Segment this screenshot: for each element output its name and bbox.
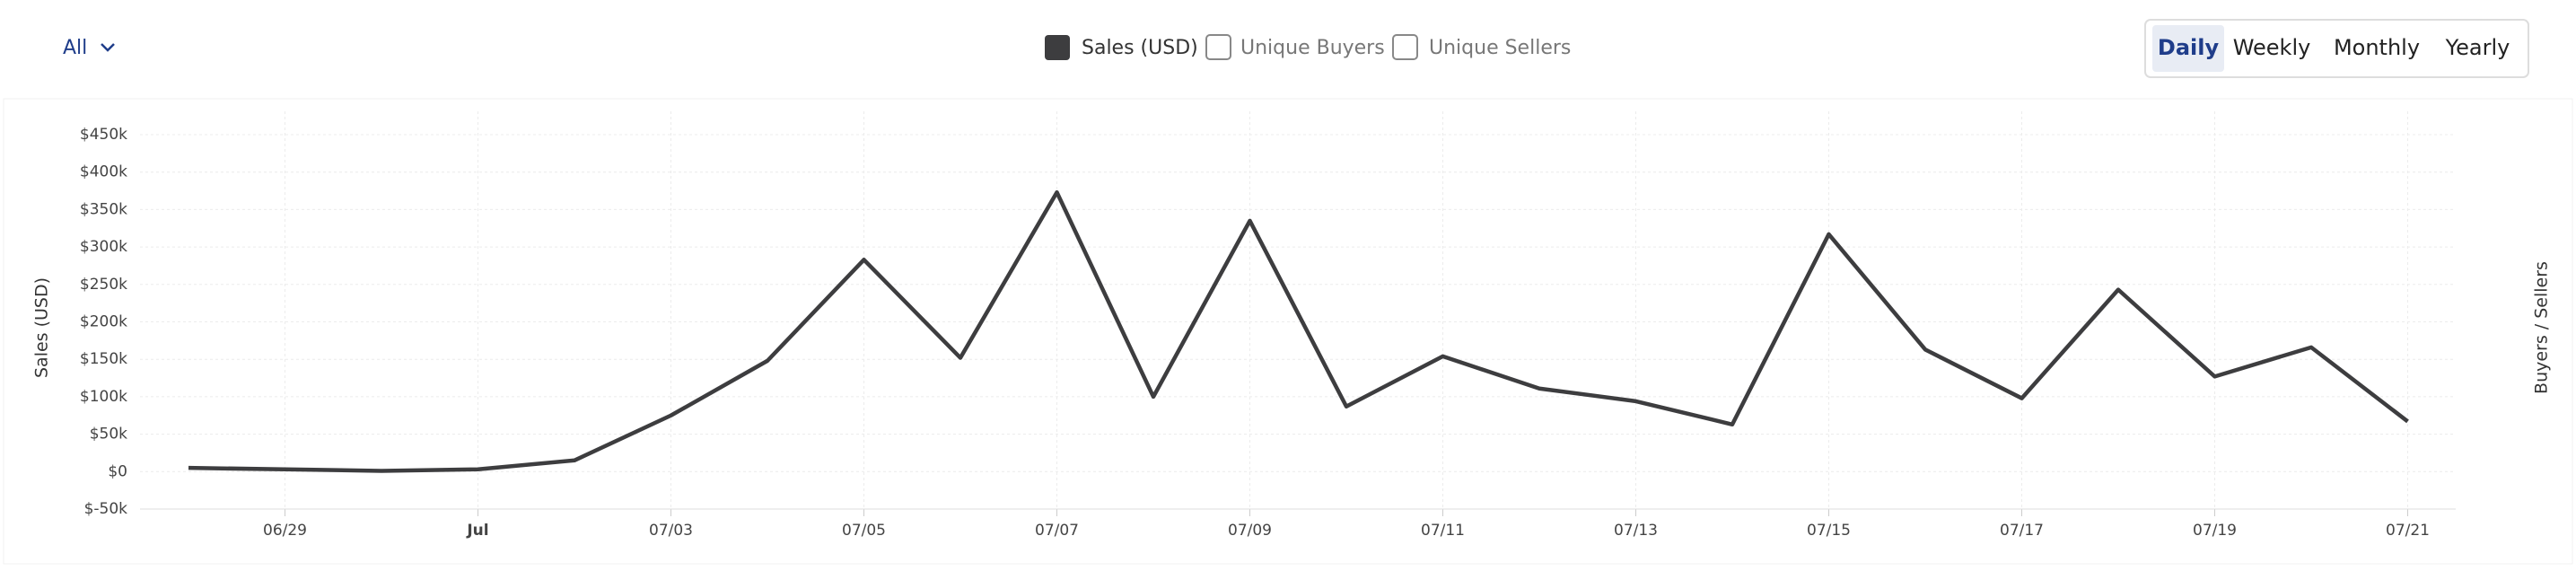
- filter-dropdown[interactable]: All: [63, 37, 115, 59]
- period-button[interactable]: Monthly: [2334, 35, 2420, 60]
- chevron: [101, 43, 115, 52]
- x-tick-label: 07/13: [1614, 522, 1658, 540]
- toggle-label[interactable]: Unique Buyers: [1240, 37, 1385, 59]
- y-tick-label: $300k: [80, 238, 127, 256]
- x-tick-label: 07/11: [1421, 522, 1465, 540]
- x-tick-label: 07/15: [1807, 522, 1851, 540]
- legend-checkbox[interactable]: [1045, 35, 1070, 60]
- x-tick-label: Jul: [466, 522, 488, 540]
- period-active-bg[interactable]: [2152, 25, 2224, 72]
- period-group: [2144, 19, 2529, 78]
- y-tick-label: $250k: [80, 276, 127, 294]
- y-tick-label: $150k: [80, 350, 127, 368]
- toggle-checkbox[interactable]: [1205, 34, 1231, 60]
- y-tick-label: $450k: [80, 126, 127, 144]
- y-tick-label: $350k: [80, 200, 127, 218]
- y-tick-label: $0: [108, 462, 127, 480]
- x-tick-label: 07/17: [2000, 522, 2044, 540]
- x-tick-label: 07/03: [649, 522, 693, 540]
- y-tick-label: $400k: [80, 163, 127, 181]
- y-tick-label: $50k: [90, 426, 127, 444]
- x-tick-label: 06/29: [263, 522, 307, 540]
- x-tick-label: 07/07: [1035, 522, 1079, 540]
- period-button[interactable]: Daily: [2158, 35, 2220, 60]
- x-tick-label: 07/21: [2386, 522, 2430, 540]
- chart-frame: [3, 98, 2573, 565]
- y-tick-label: $-50k: [84, 500, 128, 518]
- toggle-label[interactable]: Unique Sellers: [1429, 37, 1571, 59]
- y-axis-label: Sales (USD): [32, 277, 52, 378]
- sales-line: [188, 189, 2409, 473]
- x-tick-label: 07/05: [842, 522, 886, 540]
- filter-label[interactable]: All: [63, 37, 87, 59]
- toggle-checkbox[interactable]: [1392, 34, 1418, 60]
- x-tick-label: 07/09: [1228, 522, 1272, 540]
- y-tick-label: $100k: [80, 388, 127, 406]
- period-button[interactable]: Yearly: [2445, 35, 2510, 60]
- y-tick-label: $200k: [80, 313, 127, 331]
- period-button[interactable]: Weekly: [2233, 35, 2311, 60]
- legend-label[interactable]: Sales (USD): [1082, 37, 1198, 59]
- x-tick-label: 07/19: [2193, 522, 2237, 540]
- period-buttons: Daily Weekly Monthly Yearly: [2152, 25, 2510, 72]
- legend: Sales (USD) Unique Buyers Unique Sellers: [1045, 34, 1571, 60]
- y2-axis-label: Buyers / Sellers: [2532, 261, 2552, 394]
